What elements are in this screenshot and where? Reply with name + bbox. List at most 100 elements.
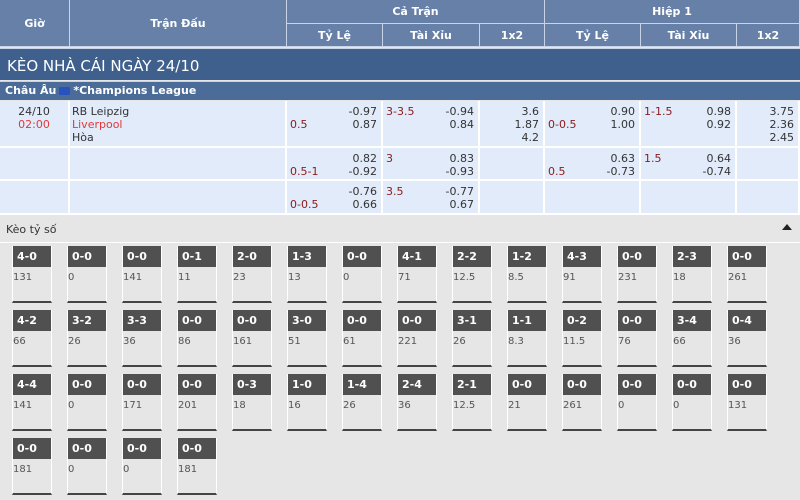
odds-value[interactable]: 3.75 — [769, 105, 795, 118]
score-card[interactable]: 0-0 181 — [12, 438, 52, 495]
h1-hdp-cell[interactable] — [545, 181, 641, 213]
ft-hdp-cell[interactable]: 0-0.5 -0.76 0.66 — [287, 181, 383, 213]
score-card[interactable]: 0-2 11.5 — [562, 310, 602, 367]
score-card[interactable]: 3-0 51 — [287, 310, 327, 367]
odds-value[interactable]: 3.6 — [521, 105, 540, 118]
score-card[interactable]: 3-1 26 — [452, 310, 492, 367]
ft-hdp-cell[interactable]: 0.5 -0.97 0.87 — [287, 101, 383, 146]
score-card[interactable]: 0-4 36 — [727, 310, 767, 367]
away-team[interactable]: Liverpool — [72, 118, 123, 131]
score-odds: 12.5 — [453, 272, 476, 283]
odds-value[interactable]: -0.92 — [348, 165, 377, 178]
score-card[interactable]: 0-0 171 — [122, 374, 162, 431]
score-card[interactable]: 0-0 61 — [342, 310, 382, 367]
ft-ou-cell[interactable]: 3-3.5 -0.94 0.84 — [383, 101, 480, 146]
score-card[interactable]: 4-1 71 — [397, 246, 437, 303]
ft-ou-cell[interactable]: 3 0.83 -0.93 — [383, 148, 480, 179]
score-card[interactable]: 3-2 26 — [67, 310, 107, 367]
odds-value[interactable]: -0.93 — [445, 165, 474, 178]
score-card[interactable]: 0-0 0 — [67, 438, 107, 495]
odds-value[interactable]: -0.73 — [606, 165, 635, 178]
h1-1x2-cell[interactable] — [737, 148, 800, 179]
score-card[interactable]: 2-0 23 — [232, 246, 272, 303]
odds-value[interactable]: -0.74 — [702, 165, 731, 178]
score-card[interactable]: 0-0 201 — [177, 374, 217, 431]
ft-hdp-cell[interactable]: 0.5-1 0.82 -0.92 — [287, 148, 383, 179]
score-card[interactable]: 0-0 131 — [727, 374, 767, 431]
ft-ou-cell[interactable]: 3.5 -0.77 0.67 — [383, 181, 480, 213]
score-card[interactable]: 0-0 181 — [177, 438, 217, 495]
h1-hdp-cell[interactable]: 0-0.5 0.90 1.00 — [545, 101, 641, 146]
odds-value[interactable]: 0.83 — [449, 152, 475, 165]
score-card[interactable]: 0-0 231 — [617, 246, 657, 303]
score-card[interactable]: 0-0 161 — [232, 310, 272, 367]
h1-hdp-cell[interactable]: 0.5 0.63 -0.73 — [545, 148, 641, 179]
score-card[interactable]: 1-2 8.5 — [507, 246, 547, 303]
ft-1x2-cell[interactable]: 3.6 1.87 4.2 — [480, 101, 545, 146]
score-card[interactable]: 0-0 76 — [617, 310, 657, 367]
h1-ou-cell[interactable]: 1.5 0.64 -0.74 — [641, 148, 737, 179]
odds-value[interactable]: -0.77 — [445, 185, 474, 198]
score-card[interactable]: 1-3 13 — [287, 246, 327, 303]
odds-value[interactable]: 0.66 — [352, 198, 378, 211]
score-card[interactable]: 2-1 12.5 — [452, 374, 492, 431]
h1-ou-cell[interactable] — [641, 181, 737, 213]
odds-value[interactable]: 0.67 — [449, 198, 475, 211]
score-card[interactable]: 0-0 0 — [67, 246, 107, 303]
correct-score-header[interactable]: Kèo tỷ số — [0, 215, 800, 243]
odds-value[interactable]: 0.90 — [610, 105, 636, 118]
score-card[interactable]: 0-0 0 — [122, 438, 162, 495]
score-card[interactable]: 2-3 18 — [672, 246, 712, 303]
score-card[interactable]: 0-0 0 — [617, 374, 657, 431]
score-odds: 0 — [68, 400, 75, 411]
odds-value[interactable]: 0.98 — [706, 105, 732, 118]
odds-value[interactable]: 0.84 — [449, 118, 475, 131]
score-card[interactable]: 1-0 16 — [287, 374, 327, 431]
score-card[interactable]: 0-0 21 — [507, 374, 547, 431]
score-card[interactable]: 4-3 91 — [562, 246, 602, 303]
odds-value[interactable]: 0.82 — [352, 152, 378, 165]
caret-up-icon[interactable] — [782, 224, 792, 230]
score-card[interactable]: 0-0 141 — [122, 246, 162, 303]
score-card[interactable]: 4-4 141 — [12, 374, 52, 431]
odds-value[interactable]: -0.94 — [445, 105, 474, 118]
score-card[interactable]: 0-0 0 — [672, 374, 712, 431]
handicap-line: 0.5 — [548, 165, 566, 178]
odds-value[interactable]: 1.00 — [610, 118, 636, 131]
handicap-line: 0-0.5 — [548, 118, 577, 131]
league-row[interactable]: Châu Âu *Champions League — [0, 81, 800, 100]
score-card[interactable]: 0-0 86 — [177, 310, 217, 367]
odds-value[interactable]: 2.36 — [769, 118, 795, 131]
odds-value[interactable]: 2.45 — [769, 131, 795, 144]
score-card[interactable]: 0-1 11 — [177, 246, 217, 303]
ft-1x2-cell[interactable] — [480, 148, 545, 179]
score-card[interactable]: 4-0 131 — [12, 246, 52, 303]
home-team[interactable]: RB Leipzig — [72, 105, 130, 118]
score-card[interactable]: 4-2 66 — [12, 310, 52, 367]
h1-1x2-cell[interactable]: 3.75 2.36 2.45 — [737, 101, 800, 146]
score-card[interactable]: 2-2 12.5 — [452, 246, 492, 303]
score-card[interactable]: 0-0 0 — [67, 374, 107, 431]
score-card[interactable]: 0-0 261 — [562, 374, 602, 431]
score-card[interactable]: 1-4 26 — [342, 374, 382, 431]
score-card[interactable]: 3-3 36 — [122, 310, 162, 367]
odds-value[interactable]: 0.63 — [610, 152, 636, 165]
h1-ou-cell[interactable]: 1-1.5 0.98 0.92 — [641, 101, 737, 146]
odds-value[interactable]: 4.2 — [521, 131, 540, 144]
score-card[interactable]: 0-0 221 — [397, 310, 437, 367]
score-card[interactable]: 2-4 36 — [397, 374, 437, 431]
odds-value[interactable]: 0.92 — [706, 118, 732, 131]
odds-value[interactable]: 1.87 — [514, 118, 540, 131]
score-card[interactable]: 0-3 18 — [232, 374, 272, 431]
score-card[interactable]: 0-0 261 — [727, 246, 767, 303]
score-odds: 18 — [673, 272, 686, 283]
score-card[interactable]: 3-4 66 — [672, 310, 712, 367]
odds-value[interactable]: -0.97 — [348, 105, 377, 118]
odds-value[interactable]: 0.87 — [352, 118, 378, 131]
ft-1x2-cell[interactable] — [480, 181, 545, 213]
odds-value[interactable]: 0.64 — [706, 152, 732, 165]
score-card[interactable]: 1-1 8.3 — [507, 310, 547, 367]
odds-value[interactable]: -0.76 — [348, 185, 377, 198]
h1-1x2-cell[interactable] — [737, 181, 800, 213]
score-card[interactable]: 0-0 0 — [342, 246, 382, 303]
